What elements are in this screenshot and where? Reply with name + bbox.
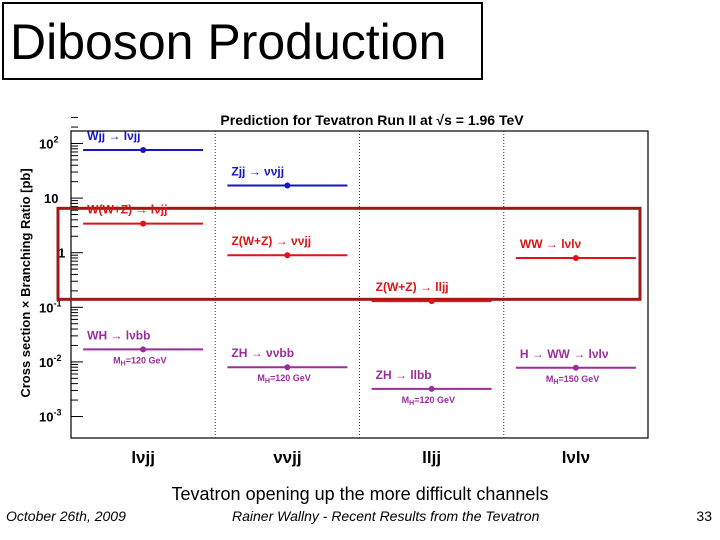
data-point (428, 385, 435, 392)
data-point (284, 364, 291, 371)
title-box: Diboson Production (2, 2, 483, 80)
footer-presenter: Rainer Wallny - Recent Results from the … (232, 508, 540, 524)
point-label: ZH → ννbb (231, 346, 294, 360)
slide-title: Diboson Production (10, 14, 447, 70)
mass-note: MH=150 GeV (546, 374, 599, 386)
y-tick-label: 10-2 (39, 353, 61, 370)
chart-title: Prediction for Tevatron Run II at √s = 1… (220, 112, 524, 128)
slide-subtitle: Tevatron opening up the more difficult c… (171, 484, 549, 504)
y-tick-label: 10 (44, 191, 58, 206)
data-point (572, 364, 579, 371)
x-category-label: lνjj (131, 448, 155, 467)
point-label: Z(W+Z) → ννjj (231, 234, 311, 248)
point-label: Z(W+Z) → lljj (376, 280, 449, 294)
x-category-label: ννjj (273, 448, 301, 467)
mass-note: MH=120 GeV (113, 355, 166, 367)
page-number: 33 (696, 508, 712, 524)
data-point (284, 252, 291, 259)
data-point (572, 254, 579, 261)
data-point (140, 147, 147, 154)
data-point (284, 182, 291, 189)
point-label: Wjj → lνjj (87, 129, 140, 143)
data-point (140, 220, 147, 227)
x-category-label: lνlν (562, 448, 590, 467)
y-axis-label: Cross section × Branching Ratio [pb] (18, 168, 33, 397)
data-point (428, 298, 435, 305)
x-category-label: lljj (422, 448, 441, 467)
point-label: H → WW → lνlν (520, 347, 609, 361)
mass-note: MH=120 GeV (402, 395, 455, 407)
mass-note: MH=120 GeV (257, 373, 310, 385)
point-label: Zjj → ννjj (231, 165, 284, 179)
highlight-box (56, 206, 642, 301)
data-point (140, 346, 147, 353)
footer-date: October 26th, 2009 (6, 508, 126, 524)
point-label: W(W+Z) → lνjj (87, 203, 167, 217)
point-label: ZH → llbb (376, 368, 432, 382)
y-tick-label: 102 (39, 135, 58, 152)
cross-section-chart: 102 10 1 10-1 10-2 10-3 Cross section × Branch… (18, 112, 649, 467)
point-label: WH → lνbb (87, 328, 150, 342)
point-label: WW → lνlν (520, 237, 582, 251)
y-tick-label: 10-3 (39, 408, 61, 425)
y-tick-label: 10-1 (39, 298, 61, 315)
y-tick-label: 1 (58, 246, 65, 261)
